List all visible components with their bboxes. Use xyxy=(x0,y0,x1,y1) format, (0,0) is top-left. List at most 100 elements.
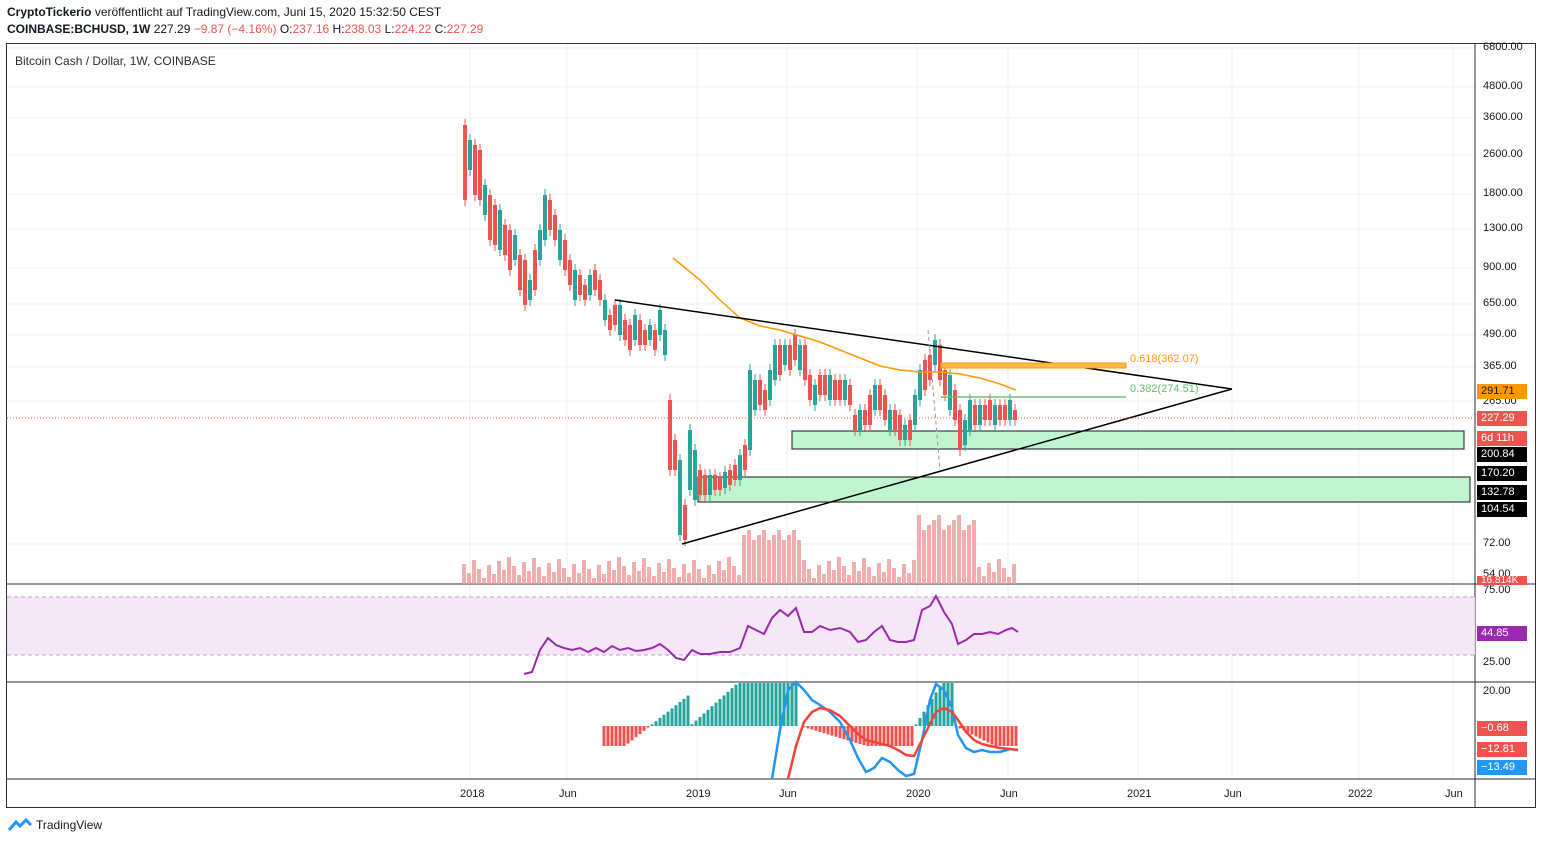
volume-bar xyxy=(957,515,961,584)
volume-bar xyxy=(857,571,861,584)
candle-body xyxy=(898,415,902,440)
volume-bar xyxy=(757,535,761,584)
macd-hist-bar xyxy=(994,726,998,746)
volume-bar xyxy=(722,570,726,584)
tradingview-logo-icon xyxy=(8,818,32,831)
chart-frame[interactable] xyxy=(6,43,1536,808)
macd-hist-bar xyxy=(842,726,846,740)
volume-bar xyxy=(702,578,706,584)
volume-bar xyxy=(647,567,651,584)
volume-bar xyxy=(852,562,856,584)
candle-body xyxy=(858,410,862,430)
candle-body xyxy=(798,345,802,370)
volume-bar xyxy=(832,570,836,584)
volume-bar xyxy=(897,577,901,584)
macd-hist-bar xyxy=(790,683,794,726)
footer-brand-text: TradingView xyxy=(36,818,103,832)
volume-bar xyxy=(637,571,641,584)
volume-bar xyxy=(517,575,521,584)
candle-body xyxy=(998,405,1002,420)
candle-body xyxy=(728,470,732,485)
macd-hist-bar xyxy=(658,718,662,726)
time-tick: 2018 xyxy=(460,788,485,800)
volume-bar xyxy=(937,515,941,584)
volume-bar xyxy=(552,572,556,584)
macd-hist-bar xyxy=(1014,726,1018,746)
price-tick: 1300.00 xyxy=(1483,222,1523,234)
candle-body xyxy=(788,345,792,370)
candle-body xyxy=(558,230,562,260)
support-zone-upper xyxy=(791,430,1465,450)
volume-bar xyxy=(657,563,661,584)
candle-body xyxy=(938,345,942,380)
candle-body xyxy=(1003,405,1007,420)
macd-hist-bar xyxy=(766,683,770,726)
macd-hist-bar xyxy=(694,720,698,726)
volume-bar xyxy=(527,571,531,584)
volume-bar xyxy=(617,557,621,584)
candle-body xyxy=(698,470,702,495)
macd-hist-bar xyxy=(1010,726,1014,746)
macd-hist-bar xyxy=(702,713,706,726)
candle-body xyxy=(513,235,517,260)
volume-bar xyxy=(472,560,476,584)
volume-bar xyxy=(677,577,681,584)
volume-bar xyxy=(682,564,686,584)
candle-body xyxy=(933,340,937,365)
macd-hist-bar xyxy=(758,683,762,726)
candle-body xyxy=(843,380,847,400)
volume-bar xyxy=(522,562,526,584)
candle-body xyxy=(473,145,477,195)
candle-body xyxy=(533,250,537,290)
macd-hist-bar xyxy=(750,683,754,726)
volume-bars xyxy=(462,515,1016,584)
candle-body xyxy=(508,230,512,270)
candle-body xyxy=(803,345,807,380)
candle-body xyxy=(478,150,482,200)
fib-382-label: 0.382(274.51) xyxy=(1130,383,1199,395)
macd-hist-bar xyxy=(778,683,782,726)
price-tick: 4800.00 xyxy=(1483,80,1523,92)
time-tick: Jun xyxy=(779,788,797,800)
volume-bar xyxy=(667,559,671,584)
candle-body xyxy=(1008,400,1012,420)
macd-hist-bar xyxy=(602,726,606,746)
low-value: 224.22 xyxy=(394,22,432,36)
macd-hist-bar xyxy=(754,683,758,726)
macd-hist-bar xyxy=(670,708,674,726)
candle-body xyxy=(683,505,687,540)
volume-bar xyxy=(572,564,576,584)
volume-bar xyxy=(912,560,916,584)
volume-bar xyxy=(632,562,636,584)
candle-body xyxy=(663,330,667,355)
publisher-name[interactable]: CryptoTickerio xyxy=(7,5,92,19)
macd-hist-bar xyxy=(706,709,710,726)
footer-brand[interactable]: TradingView xyxy=(8,818,102,832)
candle-body xyxy=(693,450,697,500)
macd-hist-bar xyxy=(734,684,738,726)
price-tick: 490.00 xyxy=(1483,328,1517,340)
candle-body xyxy=(768,370,772,400)
volume-bar xyxy=(827,561,831,584)
macd-hist-bar xyxy=(642,726,646,731)
volume-bar xyxy=(877,563,881,584)
candle-body xyxy=(1013,410,1017,420)
macd-hist-bar xyxy=(898,726,902,746)
time-tick: Jun xyxy=(1000,788,1018,800)
volume-bar xyxy=(687,573,691,584)
candle-body xyxy=(653,330,657,350)
macd-hist-bar xyxy=(838,726,842,738)
volume-bar xyxy=(487,565,491,584)
macd-hist-bar xyxy=(698,717,702,726)
volume-bar xyxy=(697,569,701,584)
candle-body xyxy=(548,200,552,230)
volume-bar xyxy=(797,540,801,584)
macd-hist-bar xyxy=(606,726,610,746)
zone-tag: 200.84 xyxy=(1477,447,1527,462)
volume-bar xyxy=(777,530,781,584)
macd-hist-bar xyxy=(722,695,726,726)
volume-bar xyxy=(577,573,581,584)
candles xyxy=(463,119,1017,546)
volume-bar xyxy=(812,578,816,584)
